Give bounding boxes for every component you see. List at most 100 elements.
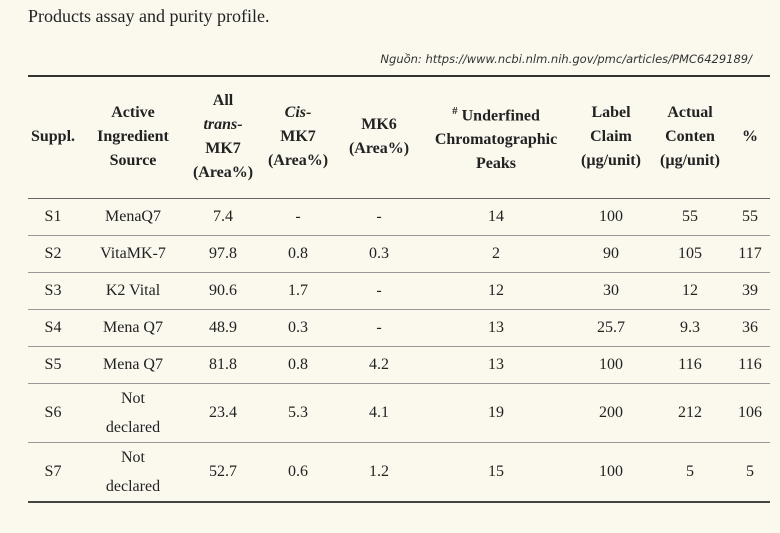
table-cell: 14 — [420, 198, 572, 235]
table-cell: 48.9 — [188, 309, 258, 346]
header-text: MK6 — [361, 116, 397, 134]
table-cell: 12 — [420, 272, 572, 309]
table-cell: 52.7 — [188, 442, 258, 502]
cell-text: K2 Vital — [105, 282, 161, 299]
header-text: Source — [109, 152, 157, 170]
cell-text: 0.3 — [288, 319, 308, 336]
cell-text: 5 — [686, 463, 694, 480]
table-cell: 5 — [650, 442, 730, 502]
table-cell: 4.2 — [338, 346, 420, 383]
cell-text: 5 — [746, 463, 754, 480]
table-cell: 100 — [572, 442, 650, 502]
header-cell: Cis- MK7 (Area%) — [258, 76, 338, 198]
table-cell: 100 — [572, 346, 650, 383]
cell-text: 2 — [492, 245, 500, 262]
cell-text: 39 — [742, 282, 758, 299]
header-cell: Label Claim (µg/unit) — [572, 76, 650, 198]
cell-text: 48.9 — [209, 319, 237, 336]
cell-text: 90 — [603, 245, 619, 262]
header-text: Actual — [667, 104, 713, 122]
cell-text: 14 — [488, 208, 504, 225]
table-cell: - — [258, 198, 338, 235]
table-cell: 0.8 — [258, 235, 338, 272]
caption: Products assay and purity profile. — [28, 6, 270, 26]
cell-text: - — [295, 208, 301, 225]
header-text: % — [742, 128, 758, 146]
table-cell: 1.2 — [338, 442, 420, 502]
cell-text: - — [376, 208, 382, 225]
table-cell: 90 — [572, 235, 650, 272]
cell-text: Mena Q7 — [103, 356, 163, 373]
table-cell: - — [338, 272, 420, 309]
cell-text: 4.2 — [369, 356, 389, 373]
cell-text: S3 — [44, 282, 62, 299]
table-cell: MenaQ7 — [78, 198, 188, 235]
table-cell: 15 — [420, 442, 572, 502]
cell-text: 55 — [742, 208, 758, 225]
table-cell: S3 — [28, 272, 78, 309]
cell-text: 52.7 — [209, 463, 237, 480]
cell-text: 116 — [738, 356, 762, 373]
cell-text: S2 — [44, 245, 62, 262]
table-cell: Not declared — [78, 442, 188, 502]
table-cell: 97.8 — [188, 235, 258, 272]
header-cell: All trans- MK7 (Area%) — [188, 76, 258, 198]
cell-text: 13 — [488, 356, 504, 373]
cell-text: 12 — [488, 282, 504, 299]
table-row: S2 VitaMK-7 97.8 0.8 0.3 2 90 105 117 — [28, 235, 770, 272]
cell-text: 1.2 — [369, 463, 389, 480]
table-cell: 117 — [730, 235, 770, 272]
table-cell: 0.3 — [258, 309, 338, 346]
header-row: Suppl. Active Ingredient Source All trans- M… — [28, 76, 770, 198]
cell-text: 97.8 — [209, 245, 237, 262]
header-text: # — [452, 104, 458, 117]
header-text: (Area%) — [192, 164, 254, 182]
header-text: Peaks — [476, 154, 516, 172]
table-cell: 5.3 — [258, 383, 338, 442]
cell-text: - — [376, 282, 382, 299]
cell-text: - — [376, 319, 382, 336]
header-text: All — [212, 92, 234, 110]
header-text: (Area%) — [267, 152, 329, 170]
cell-text: 25.7 — [597, 319, 625, 336]
table-cell: 55 — [650, 198, 730, 235]
table-cell: 36 — [730, 309, 770, 346]
table-cell: S4 — [28, 309, 78, 346]
header-cell: % — [730, 76, 770, 198]
table-cell: S5 — [28, 346, 78, 383]
table-cell: 5 — [730, 442, 770, 502]
cell-text: 0.8 — [288, 245, 308, 262]
header-text: Active — [111, 104, 155, 122]
source-note: Nguồn: https://www.ncbi.nlm.nih.gov/pmc/… — [380, 52, 752, 66]
table-cell: Mena Q7 — [78, 346, 188, 383]
header-cell: Actual Conten (µg/unit) — [650, 76, 730, 198]
table-cell: S7 — [28, 442, 78, 502]
cell-text: 200 — [599, 404, 623, 421]
table-cell: 39 — [730, 272, 770, 309]
table-row: S3 K2 Vital 90.6 1.7 - 12 30 12 39 — [28, 272, 770, 309]
cell-text: Mena Q7 — [103, 319, 163, 336]
cell-text: MenaQ7 — [105, 208, 161, 225]
table-cell: 81.8 — [188, 346, 258, 383]
cell-text: 100 — [599, 208, 623, 225]
cell-text: 90.6 — [209, 282, 237, 299]
cell-text: 7.4 — [213, 208, 233, 225]
table-row: S4 Mena Q7 48.9 0.3 - 13 25.7 9.3 36 — [28, 309, 770, 346]
cell-text: S6 — [44, 404, 62, 421]
cell-text: 105 — [678, 245, 702, 262]
table-cell: 200 — [572, 383, 650, 442]
table-cell: 25.7 — [572, 309, 650, 346]
table-cell: 2 — [420, 235, 572, 272]
header-text: Suppl. — [30, 128, 76, 146]
cell-text: 100 — [599, 356, 623, 373]
cell-text: 116 — [678, 356, 702, 373]
cell-text: 12 — [682, 282, 698, 299]
header-text: Label — [591, 104, 631, 122]
header-cell: Active Ingredient Source — [78, 76, 188, 198]
cell-text: 13 — [488, 319, 504, 336]
table-cell: 13 — [420, 346, 572, 383]
table-cell: - — [338, 309, 420, 346]
table-cell: 4.1 — [338, 383, 420, 442]
header-text: (µg/unit) — [581, 152, 641, 170]
header-text: Ingredient — [97, 128, 169, 146]
